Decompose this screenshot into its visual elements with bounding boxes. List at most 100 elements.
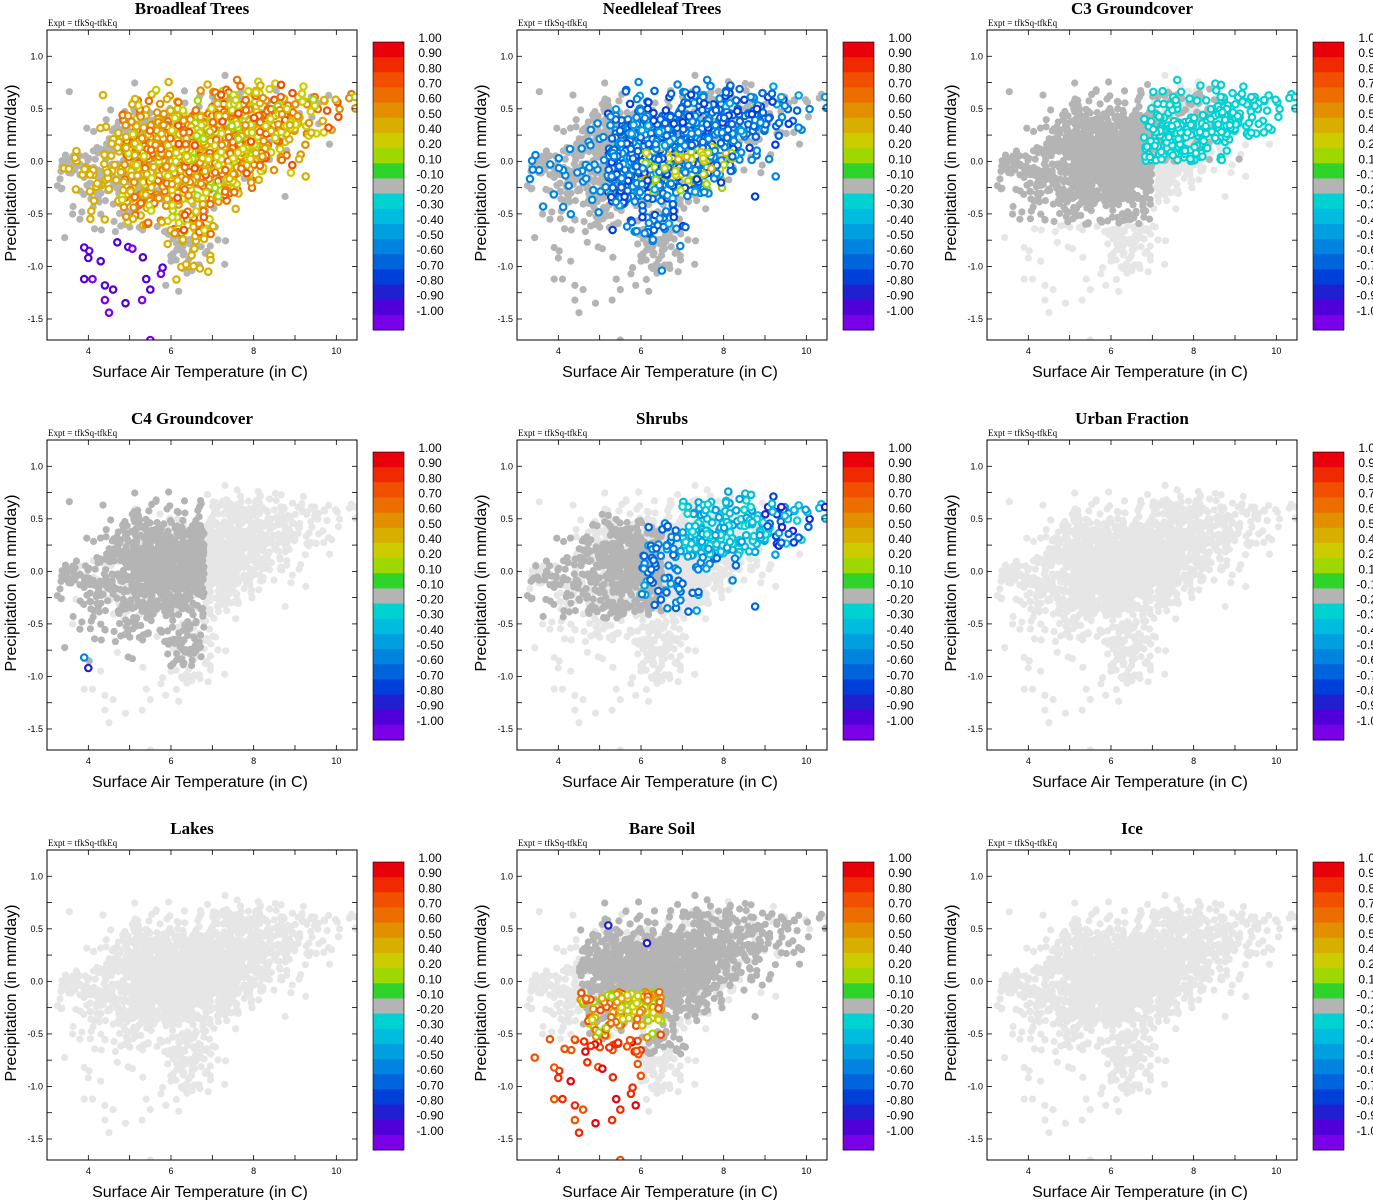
data-point-colored	[672, 224, 681, 234]
data-point-colored	[711, 120, 720, 130]
data-point-colored	[110, 160, 120, 170]
data-point	[550, 243, 558, 252]
data-point	[571, 296, 579, 304]
data-point	[91, 225, 99, 233]
data-point-colored	[174, 98, 183, 107]
data-point	[1061, 299, 1070, 307]
data-point-colored	[234, 109, 243, 118]
data-point	[1109, 206, 1117, 214]
data-point-colored	[191, 207, 201, 216]
data-point	[1161, 166, 1169, 174]
data-point-colored	[162, 94, 172, 104]
data-point-colored	[196, 86, 205, 95]
data-point-colored	[246, 154, 255, 164]
data-point	[1020, 243, 1028, 252]
data-point-colored	[594, 208, 604, 217]
data-point-colored	[121, 298, 130, 308]
data-point-colored	[565, 144, 575, 154]
colorbar-swatch	[373, 132, 404, 149]
data-point-colored	[108, 285, 118, 294]
data-point-colored	[670, 166, 680, 176]
data-point	[725, 176, 733, 184]
data-point-colored	[545, 160, 555, 169]
data-point-colored	[151, 140, 160, 150]
data-point	[221, 260, 229, 268]
data-point	[107, 106, 115, 114]
data-point-colored	[538, 202, 548, 211]
data-point-colored	[159, 120, 168, 130]
data-point	[1104, 240, 1112, 248]
data-point-colored	[572, 168, 582, 177]
data-point	[62, 158, 70, 166]
data-point-colored	[199, 134, 208, 144]
colorbar-swatch	[373, 87, 404, 104]
data-point-colored	[179, 116, 188, 125]
data-point	[1099, 264, 1107, 272]
data-point	[973, 169, 980, 176]
data-point	[206, 242, 214, 250]
data-point	[1154, 192, 1163, 200]
data-point-colored	[172, 148, 181, 158]
data-point	[667, 243, 675, 251]
data-point-colored	[199, 206, 208, 216]
y-tick-label: 0.5	[30, 104, 43, 114]
colorbar-frame	[842, 41, 875, 331]
data-point	[702, 205, 710, 213]
colorbar-label: -0.10	[886, 167, 914, 181]
y-tick-label: 1.0	[30, 51, 43, 61]
data-point	[523, 182, 532, 190]
data-point-colored	[527, 156, 537, 166]
data-point	[569, 91, 577, 99]
data-point	[65, 88, 73, 96]
data-point	[548, 208, 556, 216]
data-point	[1075, 223, 1083, 232]
data-point-colored	[98, 90, 108, 100]
data-point-colored	[132, 160, 142, 170]
data-point-colored	[64, 164, 74, 174]
data-point-colored	[286, 168, 296, 178]
data-point-colored	[96, 123, 105, 133]
data-point	[1196, 162, 1204, 170]
data-point-colored	[617, 174, 626, 183]
data-point	[93, 189, 101, 198]
data-point	[541, 154, 549, 162]
data-point-colored	[611, 197, 621, 207]
data-point-colored	[84, 253, 93, 263]
data-point-colored	[587, 195, 597, 205]
data-point-colored	[113, 143, 122, 152]
data-point	[1120, 226, 1128, 234]
data-point-colored	[167, 179, 177, 189]
data-point-colored	[163, 141, 173, 150]
data-point-colored	[678, 118, 688, 127]
x-tick-label: 6	[638, 346, 643, 356]
data-point	[676, 256, 685, 264]
data-point-colored	[100, 150, 109, 160]
data-point-colored	[820, 92, 827, 102]
colorbar-label: 0.90	[888, 46, 912, 60]
colorbar-swatch	[373, 239, 404, 255]
data-point-colored	[660, 164, 670, 173]
data-point-colored	[702, 120, 712, 129]
data-point-colored	[306, 128, 316, 138]
data-point-colored	[80, 164, 89, 174]
data-point	[83, 124, 91, 132]
data-point	[643, 246, 651, 254]
data-point-colored	[230, 187, 239, 197]
scatter-points	[53, 71, 357, 340]
colorbar-swatch	[843, 178, 874, 195]
data-point	[629, 264, 637, 272]
colorbar-swatch	[843, 208, 874, 225]
data-point-colored	[301, 140, 310, 150]
data-point	[691, 71, 699, 79]
data-point	[180, 249, 188, 257]
data-point	[131, 79, 139, 87]
x-tick-label: 8	[721, 346, 726, 356]
data-point-colored	[660, 118, 670, 128]
data-point-colored	[237, 164, 246, 173]
data-point	[1265, 140, 1274, 148]
data-point	[1078, 296, 1086, 304]
data-point-colored	[136, 112, 145, 121]
colorbar-swatch	[373, 284, 404, 301]
colorbar-swatch	[373, 57, 404, 73]
data-point	[651, 99, 659, 107]
